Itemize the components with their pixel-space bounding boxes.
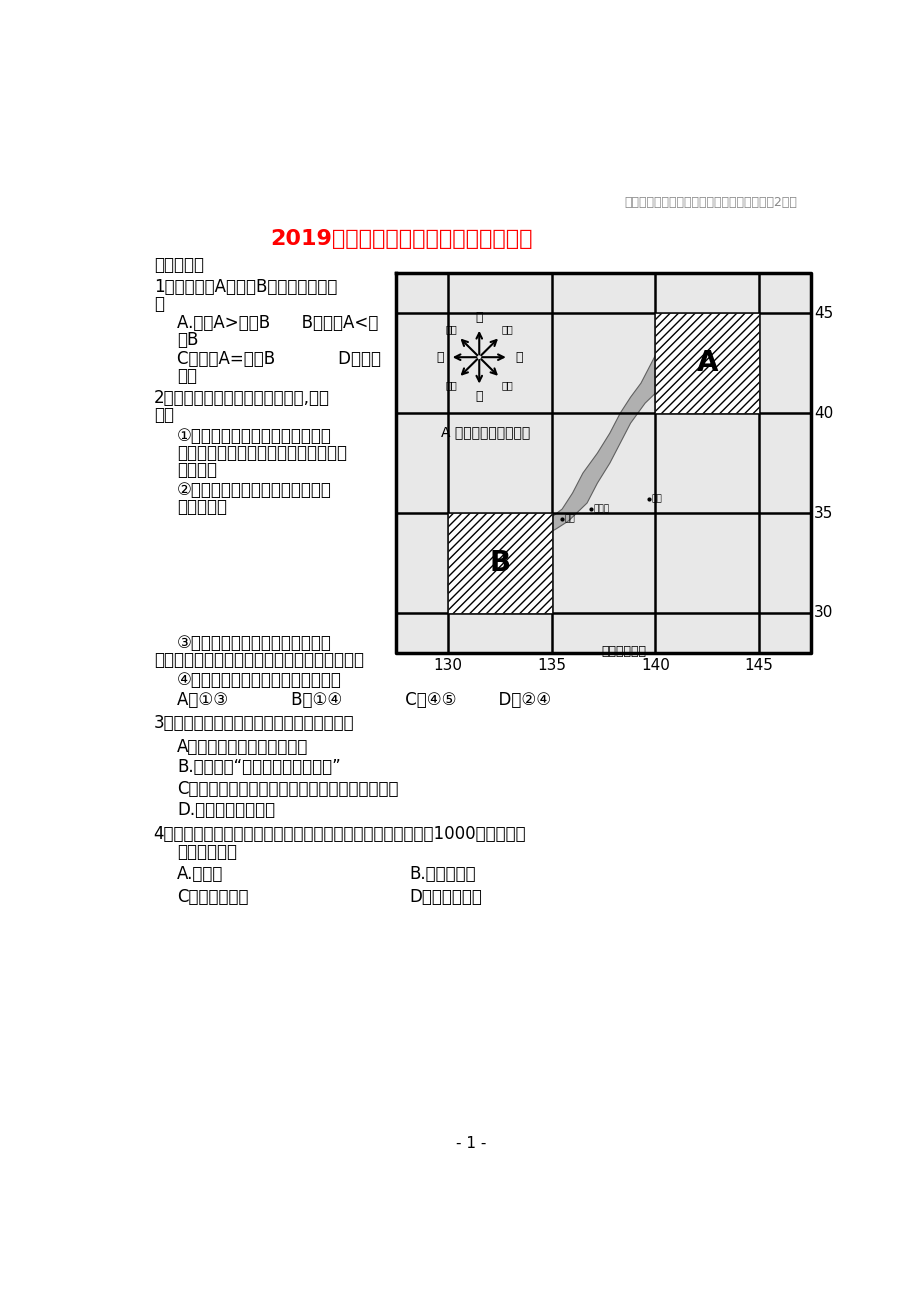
Text: 1、图中阴影A与阴影B的面积比正确的: 1、图中阴影A与阴影B的面积比正确的 xyxy=(153,277,336,296)
Text: 东北: 东北 xyxy=(501,324,513,335)
Text: A 地平面上的八个方向: A 地平面上的八个方向 xyxy=(440,426,529,440)
Text: 影B: 影B xyxy=(176,331,199,349)
Text: 4、某人从赤道出发，分别向正东、正南、正西、正北方向各走1000千米，最后: 4、某人从赤道出发，分别向正东、正南、正西、正北方向各走1000千米，最后 xyxy=(153,824,526,842)
Text: 北: 北 xyxy=(475,311,482,324)
Text: 45: 45 xyxy=(813,306,833,320)
Text: 2019届高一年级第二周地理半月考试卷: 2019届高一年级第二周地理半月考试卷 xyxy=(270,229,532,250)
Text: 上，应根据上北下南、左西右东的原理辨别方向: 上，应根据上北下南、左西右东的原理辨别方向 xyxy=(153,651,363,669)
Text: 辨别方向: 辨别方向 xyxy=(176,461,217,479)
Polygon shape xyxy=(454,323,686,596)
Text: C．阴影A=阴影B            D。无法: C．阴影A=阴影B D。无法 xyxy=(176,350,380,368)
Text: 西南: 西南 xyxy=(445,380,457,391)
Text: 35: 35 xyxy=(813,505,833,521)
Text: 140: 140 xyxy=(641,658,669,673)
Text: 东: 东 xyxy=(515,350,522,363)
Text: A.阴影A>阴影B      B。阴影A<阴: A.阴影A>阴影B B。阴影A<阴 xyxy=(176,314,378,332)
Text: 标辨别方向: 标辨别方向 xyxy=(176,499,227,516)
Text: A: A xyxy=(696,349,717,378)
Polygon shape xyxy=(448,562,489,603)
Text: ④特殊地图，可根据比例尺辨别方向: ④特殊地图，可根据比例尺辨别方向 xyxy=(176,671,342,689)
Text: 大阪: 大阪 xyxy=(564,514,574,523)
Text: 经纬线的地图: 经纬线的地图 xyxy=(601,646,646,659)
Text: 40: 40 xyxy=(813,406,833,421)
Text: C。不在同一条纬线上的两点，肯定会有东西之分: C。不在同一条纬线上的两点，肯定会有东西之分 xyxy=(176,780,398,798)
Text: 130: 130 xyxy=(433,658,462,673)
Text: C。出发点以西: C。出发点以西 xyxy=(176,888,248,906)
Text: 2、下列在地图上辨别方向的方法,正确: 2、下列在地图上辨别方向的方法,正确 xyxy=(153,389,329,406)
Text: 这个人将位于: 这个人将位于 xyxy=(176,844,237,861)
Text: ①有经纬线的地图，应根据经线指: ①有经纬线的地图，应根据经线指 xyxy=(176,427,332,445)
Bar xyxy=(396,273,810,652)
Text: 西: 西 xyxy=(436,350,443,363)
Text: 135: 135 xyxy=(537,658,566,673)
Text: 比较: 比较 xyxy=(176,367,197,385)
Text: - 1 -: - 1 - xyxy=(456,1135,486,1151)
Text: 的是: 的是 xyxy=(153,406,174,423)
Text: D.经线指示南北方向: D.经线指示南北方向 xyxy=(176,802,275,819)
Bar xyxy=(654,314,758,413)
Text: 3、在有经纬网的地图上辨别方向，正确的是: 3、在有经纬网的地图上辨别方向，正确的是 xyxy=(153,715,354,733)
Text: B: B xyxy=(489,549,510,577)
Text: 江西省上饶县高一地理下学期半月考试题（第2周）: 江西省上饶县高一地理下学期半月考试题（第2周） xyxy=(623,197,796,210)
Text: A.出发点: A.出发点 xyxy=(176,865,223,883)
Text: B.出发点以东: B.出发点以东 xyxy=(409,865,476,883)
Text: 30: 30 xyxy=(813,605,833,621)
Text: 是: 是 xyxy=(153,294,164,312)
Text: 东京: 东京 xyxy=(651,495,662,504)
Text: 示东西方向，纬线指示南北方向的原理: 示东西方向，纬线指示南北方向的原理 xyxy=(176,444,346,462)
Text: B.面向地图“上北下南，左西右东”: B.面向地图“上北下南，左西右东” xyxy=(176,758,340,776)
Bar xyxy=(448,513,551,613)
Text: A。先找指向标，然后定方向: A。先找指向标，然后定方向 xyxy=(176,738,308,755)
Text: 一、选择题: 一、选择题 xyxy=(153,256,203,275)
Text: ②有指向标的地图，一般根据指向: ②有指向标的地图，一般根据指向 xyxy=(176,482,332,499)
Text: 西北: 西北 xyxy=(445,324,457,335)
Text: D。出发点以南: D。出发点以南 xyxy=(409,888,482,906)
Text: 145: 145 xyxy=(743,658,773,673)
Text: 名古屋: 名古屋 xyxy=(593,505,609,513)
Text: ③既无经纬线，又无指向标的地图: ③既无经纬线，又无指向标的地图 xyxy=(176,634,332,651)
Text: A．①③            B．①④            C．④⑤        D．②④: A．①③ B．①④ C．④⑤ D．②④ xyxy=(176,691,550,710)
Text: 东南: 东南 xyxy=(501,380,513,391)
Text: 南: 南 xyxy=(475,391,482,402)
